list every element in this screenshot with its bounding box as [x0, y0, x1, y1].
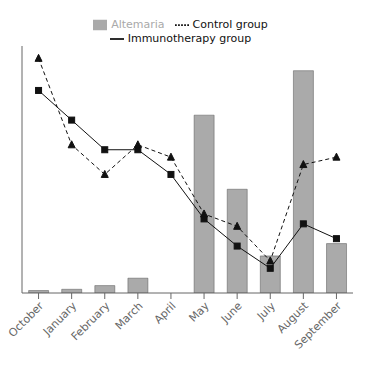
html-text:Immunotherapy group: Immunotherapy group — [127, 32, 252, 45]
svg-text:October: October — [8, 299, 47, 340]
svg-text:April: April — [152, 299, 179, 326]
svg-text:July: July — [254, 299, 278, 323]
svg-text:August: August — [274, 299, 311, 336]
html-text:Control group: Control group — [192, 18, 268, 31]
svg-text:February: February — [69, 299, 113, 343]
svg-text:January: January — [40, 299, 80, 339]
svg-text:March: March — [113, 299, 146, 332]
svg-text:May: May — [186, 299, 212, 325]
svg-text:June: June — [218, 299, 245, 326]
svg-text:September: September — [292, 299, 345, 352]
html-text:Altemaria: Altemaria — [111, 18, 165, 31]
